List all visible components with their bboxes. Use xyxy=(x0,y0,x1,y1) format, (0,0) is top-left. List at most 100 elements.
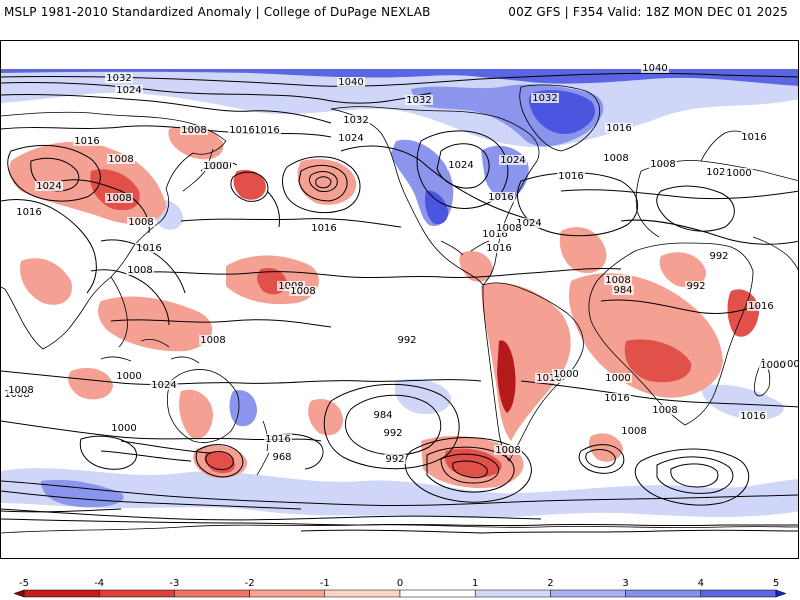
isobar-label: 1016 xyxy=(557,171,585,182)
map-svg: 1040104010321024103210241016101610081008… xyxy=(1,63,798,534)
isobar-label-text: 1000 xyxy=(760,360,785,371)
colorbar-swatch xyxy=(399,589,476,598)
colorbar-tick-label: -1 xyxy=(320,578,330,589)
positive-anomaly-s-atlantic xyxy=(394,378,452,415)
negative-anomaly-atlantic xyxy=(559,227,607,273)
colorbar-max-arrow xyxy=(775,589,787,598)
isobar-label-text: 1008 xyxy=(496,223,521,234)
positive-anomaly-south-band xyxy=(1,468,798,518)
isobar-label-text: 1008 xyxy=(200,335,225,346)
isobar-label-bg xyxy=(485,243,513,253)
isobar-label: 1032 xyxy=(342,115,370,126)
isobar-sa-low-ring1 xyxy=(404,437,532,503)
isobar-label-text: 1016 xyxy=(606,123,631,134)
isobar-label-text: 1000 xyxy=(116,371,141,382)
isobar-label-text: 1008 xyxy=(108,154,133,165)
isobar-1016-s-pac-ring xyxy=(323,383,460,470)
isobar-label-text: 1016 xyxy=(16,207,41,218)
negative-anomaly-australia xyxy=(179,389,213,439)
negative-anomaly-south-america xyxy=(481,283,571,441)
coast-gulf-mexico xyxy=(440,240,490,256)
isobar-si-low2 xyxy=(585,449,616,468)
isobar-1008-sea xyxy=(90,269,170,326)
isobar-label: 1024 xyxy=(35,181,63,192)
isobar-label: 1016 xyxy=(481,229,509,240)
isobar-label: 1016 xyxy=(487,192,515,203)
isobar-label: 1040 xyxy=(337,77,365,88)
isobar-label-bg xyxy=(289,286,317,296)
isobar-label: 992 xyxy=(384,454,406,465)
isobar-1016-south xyxy=(1,370,482,385)
coast-indonesia xyxy=(100,339,200,364)
isobar-1024-spac-lat xyxy=(1,508,122,513)
isobar-label-bg xyxy=(115,371,143,381)
isobar-label-bg xyxy=(405,95,433,105)
isobar-label-text: 1000 xyxy=(605,373,630,384)
isobar-label-bg xyxy=(605,123,633,133)
isobar-label-bg xyxy=(264,434,292,444)
isobar-label-text: 1032 xyxy=(532,93,557,104)
isobar-label-text: 1016 xyxy=(74,136,99,147)
positive-anomaly-na-core xyxy=(424,190,449,225)
isobar-label: 1008 xyxy=(651,405,679,416)
isobar-label: 992 xyxy=(396,335,418,346)
isobar-label-bg xyxy=(35,181,63,191)
isobar-label-bg xyxy=(739,411,767,421)
colorbar-swatch xyxy=(474,589,551,598)
isobar-label-bg xyxy=(310,223,338,233)
isobar-label: 1032 xyxy=(405,95,433,106)
isobar-label-bg xyxy=(447,160,475,170)
colorbar-tick-label: -3 xyxy=(169,578,179,589)
isobar-label-text: 1016 xyxy=(604,393,629,404)
isobar-label-text: 1008 xyxy=(603,153,628,164)
isobar-label-bg xyxy=(180,125,208,135)
isobar-label-bg xyxy=(649,159,677,169)
isobar-label: 1008 xyxy=(105,193,133,204)
isobar-label-text: 1000 xyxy=(111,423,136,434)
isobar-label: 1016 xyxy=(603,393,631,404)
isobar-label-text: 1008 xyxy=(621,426,646,437)
isobar-label: 1008 xyxy=(180,125,208,136)
colorbar-swatch xyxy=(625,589,702,598)
isobar-1016-eu xyxy=(620,219,798,245)
negative-anomaly-india xyxy=(20,258,72,305)
colorbar-swatch xyxy=(700,589,777,598)
isobar-label-text: 1016 xyxy=(488,192,513,203)
isobar-1008-antarctic xyxy=(300,529,798,534)
isobar-1008-eu xyxy=(560,189,798,200)
isobar-label: 1024 xyxy=(337,133,365,144)
isobar-label: 1016 xyxy=(747,301,775,312)
isobar-label-bg xyxy=(110,423,138,433)
negative-anomaly-central-america xyxy=(459,250,493,282)
isobar-si-low1 xyxy=(578,444,625,474)
isobar-label-bg xyxy=(747,301,775,311)
coast-arabia xyxy=(752,236,798,271)
isobar-label-text: 984 xyxy=(373,410,392,421)
isobar-label: 1016 xyxy=(739,411,767,422)
isobar-label: 1032 xyxy=(105,73,133,84)
isobar-label-text: 1016 xyxy=(254,125,279,136)
colorbar-tick-label: 0 xyxy=(397,578,403,589)
positive-anomaly-arctic xyxy=(1,69,798,147)
colorbar-tick-label: -5 xyxy=(19,578,29,589)
isobar-1024-eu xyxy=(656,185,735,232)
isobar-label-text: 1032 xyxy=(106,73,131,84)
isobar-siberia-ring1 xyxy=(7,144,101,202)
isobar-label-text: 992 xyxy=(385,454,404,465)
isobar-label-text: 1008 xyxy=(127,265,152,276)
isobar-1032-na xyxy=(436,143,490,189)
isobar-label-bg xyxy=(199,335,227,345)
isobar-label: 1008 xyxy=(495,223,523,234)
negative-anomaly-se-asia xyxy=(98,296,213,352)
isobar-label-bg xyxy=(105,73,133,83)
isobar-label-bg xyxy=(126,265,154,275)
isobar-label: 984 xyxy=(372,410,394,421)
isobar-label-text: 1040 xyxy=(338,77,363,88)
isobar-1008-africa xyxy=(600,299,762,314)
isobar-aleutian-low3 xyxy=(308,171,338,192)
isobar-label-bg xyxy=(494,445,522,455)
isobar-label-text: 1024 xyxy=(706,167,731,178)
isobar-aleutian-low2 xyxy=(298,165,348,202)
anomaly-shading xyxy=(1,69,798,518)
isobar-label: 984 xyxy=(612,285,634,296)
